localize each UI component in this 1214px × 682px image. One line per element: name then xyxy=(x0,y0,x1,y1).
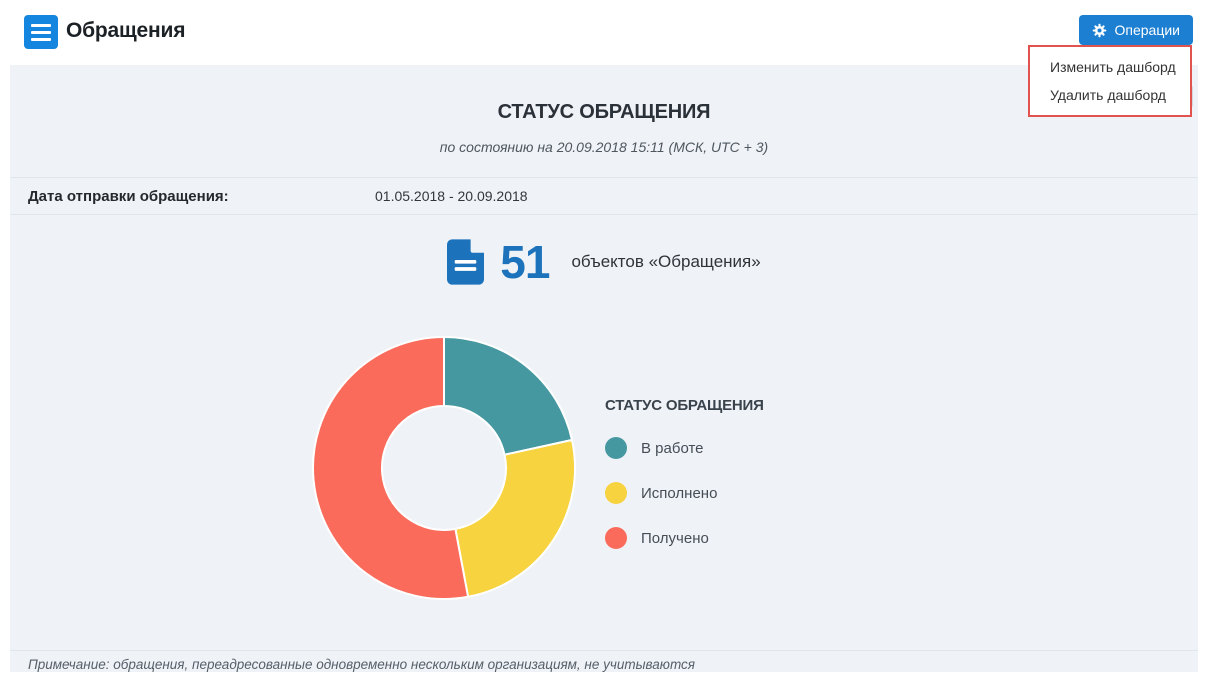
page-title: Обращения xyxy=(66,19,186,42)
objects-counter: 51 объектов «Обращения» xyxy=(10,235,1198,289)
legend-label: Получено xyxy=(641,529,709,547)
counter-value: 51 xyxy=(500,236,550,288)
legend-item[interactable]: Получено xyxy=(605,527,905,549)
legend-item[interactable]: Исполнено xyxy=(605,482,905,504)
dashboard-subtitle: по состоянию на 20.09.2018 15:11 (МСК, U… xyxy=(439,139,769,155)
gear-icon xyxy=(1092,23,1107,38)
legend-label: В работе xyxy=(641,439,704,457)
legend-title: СТАТУС ОБРАЩЕНИЯ xyxy=(605,397,764,414)
document-icon xyxy=(447,239,485,285)
hamburger-icon xyxy=(31,23,51,27)
dashboard-header: СТАТУС ОБРАЩЕНИЯ по состоянию на 20.09.2… xyxy=(10,65,1198,155)
legend-swatch xyxy=(605,527,627,549)
donut-chart[interactable] xyxy=(303,327,585,609)
top-header: Обращения Операции xyxy=(0,0,1214,65)
date-filter-value: 01.05.2018 - 20.09.2018 xyxy=(375,188,528,204)
counter-label: объектов «Обращения» xyxy=(571,252,761,271)
date-filter-label: Дата отправки обращения: xyxy=(28,187,229,205)
dashboard-panel: СТАТУС ОБРАЩЕНИЯ по состоянию на 20.09.2… xyxy=(10,65,1198,672)
operations-button-label: Операции xyxy=(1114,22,1181,38)
donut-segment[interactable] xyxy=(443,336,573,456)
hamburger-menu-button[interactable] xyxy=(24,15,58,49)
legend-swatch xyxy=(605,482,627,504)
chart-legend: СТАТУС ОБРАЩЕНИЯ В работе Исполнено Получе… xyxy=(605,397,905,549)
footnote-text: Примечание: обращения, переадресованные … xyxy=(28,657,696,672)
date-filter-row: Дата отправки обращения: 01.05.2018 - 20… xyxy=(10,177,1198,215)
operations-menu: Изменить дашборд Удалить дашборд xyxy=(1028,45,1192,117)
legend-items: В работе Исполнено Получено xyxy=(605,437,905,549)
legend-label: Исполнено xyxy=(641,484,718,502)
dashboard-title: СТАТУС ОБРАЩЕНИЯ xyxy=(497,101,711,123)
legend-item[interactable]: В работе xyxy=(605,437,905,459)
menu-item-delete-dashboard[interactable]: Удалить дашборд xyxy=(1030,81,1190,109)
menu-item-edit-dashboard[interactable]: Изменить дашборд xyxy=(1030,53,1190,81)
operations-button[interactable]: Операции xyxy=(1078,15,1193,45)
donut-segment[interactable] xyxy=(312,336,470,600)
donut-segment[interactable] xyxy=(454,438,577,598)
legend-swatch xyxy=(605,437,627,459)
footnote-row: Примечание: обращения, переадресованные … xyxy=(10,650,1198,672)
